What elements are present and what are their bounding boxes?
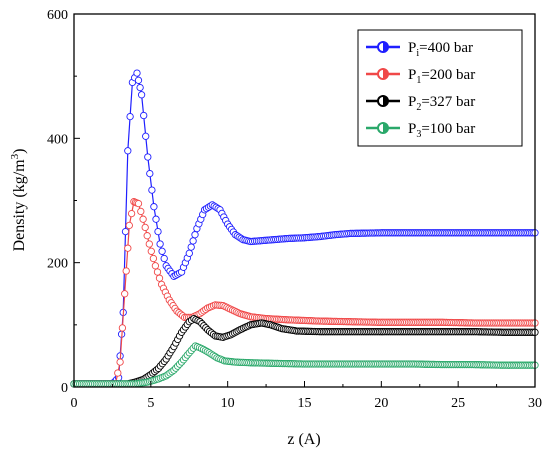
data-point (191, 231, 199, 239)
legend: Pi=400 bar P1=200 bar P2=327 bar P3=100 bar (357, 29, 523, 147)
data-point (146, 169, 154, 178)
data-point (160, 254, 168, 263)
data-point (158, 247, 166, 255)
x-tick-label: 15 (298, 396, 312, 411)
legend-marker-fill (383, 69, 388, 79)
data-point (189, 237, 197, 245)
data-point (153, 268, 162, 276)
data-point (152, 215, 160, 223)
x-tick-label: 25 (451, 396, 465, 411)
data-point (142, 132, 150, 140)
legend-marker-fill (383, 123, 388, 133)
legend-label: P1=200 bar (408, 67, 475, 86)
data-point (134, 199, 143, 208)
series-1 (70, 198, 539, 388)
data-point (118, 324, 127, 332)
legend-entry: P1=200 bar (366, 67, 475, 86)
legend-label: Pi=400 bar (408, 40, 473, 59)
x-tick-label: 0 (71, 396, 78, 411)
data-point (145, 240, 153, 248)
data-point (144, 153, 152, 161)
data-point (139, 215, 147, 223)
data-point (122, 267, 130, 275)
data-point (114, 369, 122, 377)
data-point (150, 203, 158, 211)
legend-entry: P2=327 bar (366, 94, 475, 113)
legend-entry: P3=100 bar (366, 121, 475, 140)
data-point (185, 249, 193, 257)
x-tick-label: 30 (528, 396, 542, 411)
legend-label: P3=100 bar (408, 121, 475, 140)
legend-marker-fill (383, 42, 388, 52)
data-point (121, 227, 130, 236)
data-point (127, 209, 136, 218)
data-point (151, 262, 160, 270)
data-point (148, 186, 156, 194)
data-point (137, 207, 145, 216)
data-point (149, 254, 158, 263)
data-point (141, 223, 149, 232)
data-point (137, 91, 146, 99)
chart-marks (70, 69, 539, 388)
y-tick-label: 0 (61, 381, 68, 396)
data-point (124, 147, 132, 155)
y-tick-label: 600 (47, 8, 68, 23)
y-axis-label: Density (kg/m3) (9, 149, 28, 252)
data-point (126, 112, 134, 121)
data-point (125, 221, 133, 230)
y-tick-label: 200 (47, 257, 68, 272)
data-point (136, 83, 144, 92)
legend-label: P2=327 bar (408, 94, 475, 113)
legend-marker-fill (383, 96, 388, 106)
data-point (147, 247, 155, 255)
data-point (140, 111, 148, 120)
data-point (133, 69, 141, 77)
data-point (156, 240, 164, 248)
y-axis-ticks: 0 200 400 600 (47, 8, 80, 396)
data-point (154, 227, 162, 236)
data-point (121, 290, 129, 298)
data-point (116, 358, 124, 366)
y-tick-label: 400 (47, 132, 68, 147)
data-point (134, 76, 143, 84)
data-point (155, 274, 164, 282)
data-point (187, 243, 195, 251)
x-axis-label: z (A) (287, 431, 320, 448)
x-tick-label: 10 (221, 396, 235, 411)
x-tick-label: 5 (147, 396, 154, 411)
x-axis-ticks: 0 5 10 15 20 25 30 (71, 381, 542, 411)
data-point (143, 232, 151, 240)
legend-entry: Pi=400 bar (366, 40, 473, 59)
data-point (124, 244, 132, 252)
series-3 (70, 342, 539, 388)
x-tick-label: 20 (374, 396, 388, 411)
